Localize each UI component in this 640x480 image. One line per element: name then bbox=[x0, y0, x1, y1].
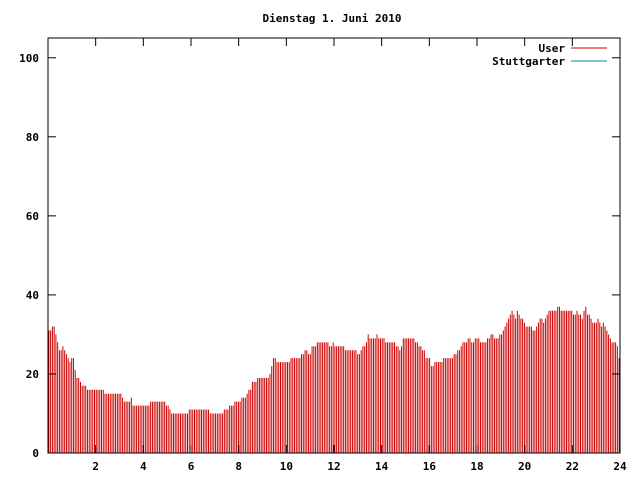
y-tick-label: 20 bbox=[26, 368, 39, 381]
x-tick-label: 4 bbox=[140, 460, 147, 473]
x-axis-tick-labels: 2 4 6 8 10 12 14 16 18 20 22 24 bbox=[92, 460, 627, 473]
y-tick-label: 0 bbox=[32, 447, 39, 460]
y-axis-tick-labels: 0 20 40 60 80 100 bbox=[19, 52, 39, 460]
x-tick-label: 10 bbox=[280, 460, 293, 473]
legend-label-user: User bbox=[539, 42, 566, 55]
axis-ticks bbox=[48, 38, 621, 454]
x-tick-label: 8 bbox=[235, 460, 242, 473]
x-tick-label: 20 bbox=[518, 460, 531, 473]
bar-series-user bbox=[48, 306, 620, 453]
y-tick-label: 80 bbox=[26, 131, 39, 144]
x-tick-label: 12 bbox=[327, 460, 340, 473]
y-tick-label: 40 bbox=[26, 289, 39, 302]
y-tick-label: 100 bbox=[19, 52, 39, 65]
chart-title: Dienstag 1. Juni 2010 bbox=[262, 12, 401, 25]
y-tick-label: 60 bbox=[26, 210, 39, 223]
x-tick-label: 2 bbox=[92, 460, 99, 473]
legend-label-stuttgarter: Stuttgarter bbox=[492, 55, 565, 68]
x-tick-label: 16 bbox=[423, 460, 437, 473]
legend: User Stuttgarter bbox=[492, 42, 607, 68]
x-tick-label: 22 bbox=[566, 460, 579, 473]
plot-frame bbox=[47, 37, 621, 454]
x-tick-label: 6 bbox=[188, 460, 195, 473]
x-tick-label: 18 bbox=[470, 460, 483, 473]
x-tick-label: 14 bbox=[375, 460, 389, 473]
x-tick-label: 24 bbox=[613, 460, 627, 473]
